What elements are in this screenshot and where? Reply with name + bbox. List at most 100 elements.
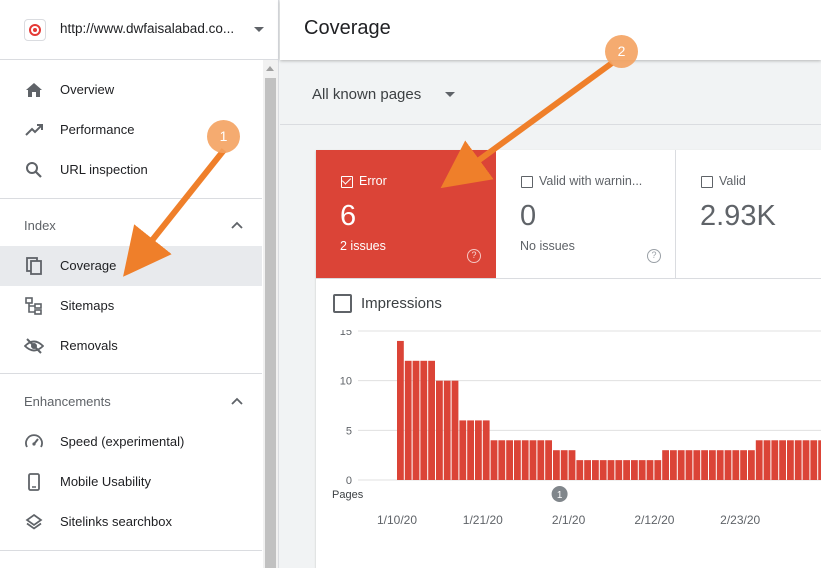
valid-tile[interactable]: Valid 2.93K [676, 150, 821, 278]
chart-bar[interactable] [716, 450, 724, 480]
chart-bar[interactable] [631, 460, 638, 480]
chevron-up-icon [231, 221, 243, 229]
tile-subtext: 2 issues [340, 239, 386, 253]
chart-bar[interactable] [802, 440, 810, 480]
chart-bar[interactable] [498, 440, 506, 480]
dropdown-caret-icon[interactable] [254, 27, 264, 32]
chart-bar[interactable] [794, 440, 802, 480]
chart-bar[interactable] [685, 450, 693, 480]
sidebar-item-sitelinks-searchbox[interactable]: Sitelinks searchbox [0, 502, 262, 542]
section-index-header[interactable]: Index [0, 206, 262, 246]
chart-bar[interactable] [475, 420, 482, 480]
trending-up-icon [25, 124, 43, 136]
target-icon [24, 19, 46, 41]
chart-bar[interactable] [638, 460, 646, 480]
impressions-checkbox[interactable] [333, 294, 352, 313]
chart-bar[interactable] [397, 340, 404, 480]
chart-bar[interactable] [412, 360, 420, 480]
tile-label: Error [359, 174, 387, 188]
sidebar-item-mobile-usability[interactable]: Mobile Usability [0, 462, 262, 502]
chart-bar[interactable] [646, 460, 654, 480]
chart-bar[interactable] [576, 460, 584, 480]
chart-bar[interactable] [701, 450, 708, 480]
chart-bar[interactable] [677, 450, 685, 480]
tile-subtext: No issues [520, 239, 575, 253]
help-icon[interactable]: ? [467, 249, 481, 263]
chart-bar[interactable] [779, 440, 786, 480]
chart-bar[interactable] [467, 420, 474, 480]
impressions-label: Impressions [361, 295, 442, 312]
sidebar-item-label: Removals [60, 338, 118, 353]
chart-bar[interactable] [545, 440, 552, 480]
chart-bar[interactable] [537, 440, 545, 480]
chart-bar[interactable] [506, 440, 513, 480]
chart-bar[interactable] [560, 450, 568, 480]
chart-bar[interactable] [607, 460, 615, 480]
chart-bar[interactable] [436, 380, 443, 480]
chart-bar[interactable] [724, 450, 732, 480]
scrollbar-thumb[interactable] [265, 78, 276, 568]
chart-bar[interactable] [693, 450, 701, 480]
chart-bar[interactable] [404, 360, 412, 480]
chart-bar[interactable] [529, 440, 537, 480]
sidebar-item-sitemaps[interactable]: Sitemaps [0, 286, 262, 326]
chart-bar[interactable] [443, 380, 451, 480]
scroll-up-arrow-icon[interactable] [266, 66, 274, 71]
chart-bar[interactable] [787, 440, 794, 480]
sidebar-item-removals[interactable]: Removals [0, 326, 262, 366]
chart-bar[interactable] [670, 450, 677, 480]
warning-checkbox[interactable] [521, 176, 533, 188]
sidebar-item-label: URL inspection [60, 162, 148, 177]
chart-bar[interactable] [592, 460, 599, 480]
sidebar-item-performance[interactable]: Performance [0, 110, 262, 150]
chart-bar[interactable] [420, 360, 428, 480]
chart-bar[interactable] [615, 460, 623, 480]
section-enhancements-header[interactable]: Enhancements [0, 382, 262, 422]
chart-bar[interactable] [662, 450, 669, 480]
coverage-chart: Pages 0 5 10 15 1/10/20 1/21/20 2/1/20 2/12/20 2/… [316, 330, 821, 568]
chart-bar[interactable] [818, 440, 821, 480]
chart-bar[interactable] [755, 440, 763, 480]
error-tile[interactable]: Error 6 2 issues ? [316, 150, 496, 278]
home-icon [26, 83, 42, 97]
chart-bar[interactable] [623, 460, 630, 480]
chart-bar[interactable] [553, 450, 560, 480]
chart-bar[interactable] [451, 380, 459, 480]
tile-value: 2.93K [700, 200, 776, 232]
event-marker[interactable] [551, 486, 568, 502]
chart-bar[interactable] [771, 440, 779, 480]
chart-bar[interactable] [521, 440, 529, 480]
chart-bar[interactable] [748, 450, 755, 480]
phone-icon [28, 473, 40, 491]
chart-bar[interactable] [709, 450, 716, 480]
chart-bar[interactable] [482, 420, 490, 480]
coverage-bar-chart: Pages 0 5 10 15 1/10/20 1/21/20 2/1/20 2/12/20 2/… [332, 330, 821, 527]
sidebar-item-label: Mobile Usability [60, 474, 152, 489]
property-selector[interactable]: http://www.dwfaisalabad.co... [0, 0, 279, 60]
tile-value: 6 [340, 200, 357, 232]
chart-bar[interactable] [490, 440, 498, 480]
section-title: Enhancements [24, 394, 111, 409]
error-checkbox[interactable] [341, 176, 353, 188]
sidebar-item-url-inspection[interactable]: URL inspection [0, 150, 262, 190]
chart-bar[interactable] [654, 460, 662, 480]
chart-bar[interactable] [732, 450, 740, 480]
sidebar-item-overview[interactable]: Overview [0, 70, 262, 110]
chart-bar[interactable] [514, 440, 521, 480]
pages-filter-dropdown[interactable]: All known pages [280, 62, 821, 125]
chart-bar[interactable] [810, 440, 818, 480]
chart-bar[interactable] [568, 450, 576, 480]
sidebar-item-speed[interactable]: Speed (experimental) [0, 422, 262, 462]
sidebar-item-coverage[interactable]: Coverage [0, 246, 262, 286]
chart-bar[interactable] [599, 460, 607, 480]
chart-bar[interactable] [584, 460, 591, 480]
valid-with-warnings-tile[interactable]: Valid with warnin... 0 No issues ? [496, 150, 676, 278]
chart-bar[interactable] [763, 440, 771, 480]
chart-bar[interactable] [428, 360, 435, 480]
sidebar-item-label: Speed (experimental) [60, 434, 185, 449]
sidebar-scrollbar[interactable] [263, 60, 278, 568]
chart-bar[interactable] [459, 420, 467, 480]
valid-checkbox[interactable] [701, 176, 713, 188]
chart-bar[interactable] [740, 450, 747, 480]
help-icon[interactable]: ? [647, 249, 661, 263]
